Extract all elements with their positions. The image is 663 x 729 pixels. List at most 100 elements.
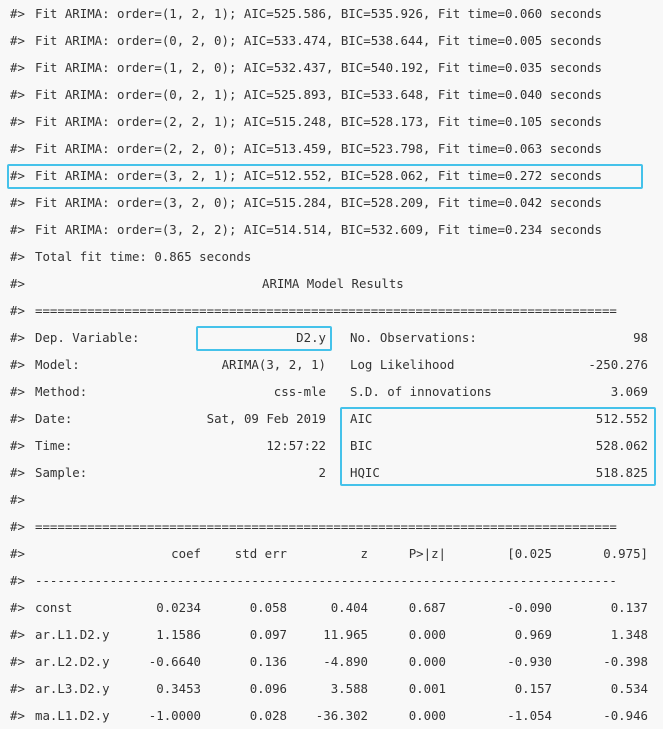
- coef-value: 0.157: [514, 681, 552, 696]
- coef-value: 0.058: [249, 600, 287, 615]
- line-prefix: #>: [10, 330, 25, 345]
- line-prefix: #>: [10, 249, 25, 264]
- coef-value: 0.000: [408, 708, 446, 723]
- coef-value: 0.136: [249, 654, 287, 669]
- line-prefix: #>: [10, 600, 25, 615]
- line-prefix: #>: [10, 546, 25, 561]
- fit-line-text: Fit ARIMA: order=(1, 2, 1); AIC=525.586,…: [35, 6, 602, 21]
- line-prefix: #>: [10, 654, 25, 669]
- line-prefix: #>: [10, 6, 25, 21]
- coef-value: 3.588: [330, 681, 368, 696]
- summary-label: Method:: [35, 384, 88, 399]
- double-rule-text: ========================================…: [35, 519, 617, 534]
- summary-value: Sat, 09 Feb 2019: [206, 411, 326, 426]
- coef-header: [0.025: [507, 546, 552, 561]
- coef-value: -0.946: [603, 708, 648, 723]
- line-prefix: #>: [10, 168, 25, 183]
- fit-line: #> Fit ARIMA: order=(1, 2, 0); AIC=532.43…: [10, 54, 653, 81]
- coef-value: 0.534: [610, 681, 648, 696]
- summary-label-2: AIC: [350, 411, 373, 426]
- coef-value: -4.890: [323, 654, 368, 669]
- fit-line: #> Fit ARIMA: order=(3, 2, 1); AIC=512.55…: [10, 162, 653, 189]
- fit-line-text: Fit ARIMA: order=(2, 2, 0); AIC=513.459,…: [35, 141, 602, 156]
- line-prefix: #>: [10, 87, 25, 102]
- coef-row: #> ma.L1.D2.y -1.0000 0.028 -36.302 0.000 -1.0…: [10, 702, 653, 729]
- summary-row: #> Time: 12:57:22 BIC 528.062: [10, 432, 653, 459]
- summary-value-2: 98: [633, 330, 648, 345]
- summary-value: ARIMA(3, 2, 1): [221, 357, 326, 372]
- coef-header: z: [360, 546, 368, 561]
- fit-line-text: Fit ARIMA: order=(2, 2, 1); AIC=515.248,…: [35, 114, 602, 129]
- fit-line-text: Fit ARIMA: order=(0, 2, 1); AIC=525.893,…: [35, 87, 602, 102]
- line-prefix: #>: [10, 141, 25, 156]
- coef-value: -0.930: [507, 654, 552, 669]
- fit-line: #> Fit ARIMA: order=(3, 2, 2); AIC=514.51…: [10, 216, 653, 243]
- line-prefix: #>: [10, 114, 25, 129]
- fit-line-text: Fit ARIMA: order=(3, 2, 1); AIC=512.552,…: [35, 168, 602, 183]
- summary-label-2: S.D. of innovations: [350, 384, 492, 399]
- coef-name: ar.L1.D2.y: [35, 627, 110, 642]
- coef-header: P>|z|: [408, 546, 446, 561]
- double-rule-text: ========================================…: [35, 303, 617, 318]
- coef-value: -1.054: [507, 708, 552, 723]
- coef-name: ma.L1.D2.y: [35, 708, 110, 723]
- coef-name: const: [35, 600, 73, 615]
- coef-value: 0.137: [610, 600, 648, 615]
- results-title-line: #> ARIMA Model Results: [10, 270, 653, 297]
- summary-label: Dep. Variable:: [35, 330, 140, 345]
- coef-value: 11.965: [323, 627, 368, 642]
- coef-value: 0.404: [330, 600, 368, 615]
- total-fit-time: #> Total fit time: 0.865 seconds: [10, 243, 653, 270]
- summary-value-2: 518.825: [595, 465, 648, 480]
- coef-row: #> const 0.0234 0.058 0.404 0.687 -0.090 0.137: [10, 594, 653, 621]
- coef-row: #> ar.L2.D2.y -0.6640 0.136 -4.890 0.000 -0.93…: [10, 648, 653, 675]
- coef-row: #> ar.L1.D2.y 1.1586 0.097 11.965 0.000 0.969 1…: [10, 621, 653, 648]
- coef-header: 0.975]: [603, 546, 648, 561]
- coef-value: 0.969: [514, 627, 552, 642]
- coef-value: 0.000: [408, 654, 446, 669]
- coef-name: ar.L2.D2.y: [35, 654, 110, 669]
- line-prefix: #>: [10, 384, 25, 399]
- line-prefix: #>: [10, 33, 25, 48]
- double-rule: #> ======================================…: [10, 297, 653, 324]
- summary-value-2: 512.552: [595, 411, 648, 426]
- line-prefix: #>: [10, 357, 25, 372]
- total-fit-time-text: Total fit time: 0.865 seconds: [35, 249, 252, 264]
- coef-value: 0.000: [408, 627, 446, 642]
- fit-line: #> Fit ARIMA: order=(0, 2, 0); AIC=533.47…: [10, 27, 653, 54]
- line-prefix: #>: [10, 438, 25, 453]
- coef-value: 1.1586: [156, 627, 201, 642]
- double-rule: #> ======================================…: [10, 513, 653, 540]
- summary-row: #> Dep. Variable: D2.y No. Observations: 98: [10, 324, 653, 351]
- coef-value: 0.096: [249, 681, 287, 696]
- summary-row: #> Method: css-mle S.D. of innovations 3.069: [10, 378, 653, 405]
- summary-label-2: Log Likelihood: [350, 357, 455, 372]
- summary-label: Sample:: [35, 465, 88, 480]
- line-prefix: #>: [10, 519, 25, 534]
- fit-line: #> Fit ARIMA: order=(2, 2, 1); AIC=515.24…: [10, 108, 653, 135]
- summary-value-2: 3.069: [610, 384, 648, 399]
- summary-value: 2: [318, 465, 326, 480]
- coef-header: coef: [171, 546, 201, 561]
- line-prefix: #>: [10, 681, 25, 696]
- summary-label-2: HQIC: [350, 465, 380, 480]
- coef-value: 0.687: [408, 600, 446, 615]
- summary-label: Date:: [35, 411, 73, 426]
- coef-value: -36.302: [315, 708, 368, 723]
- single-rule: #> --------------------------------------…: [10, 567, 653, 594]
- summary-value: 12:57:22: [266, 438, 326, 453]
- coef-value: -0.398: [603, 654, 648, 669]
- fit-line: #> Fit ARIMA: order=(3, 2, 0); AIC=515.28…: [10, 189, 653, 216]
- coef-value: 0.097: [249, 627, 287, 642]
- line-prefix: #>: [10, 708, 25, 723]
- fit-line: #> Fit ARIMA: order=(0, 2, 1); AIC=525.89…: [10, 81, 653, 108]
- fit-line-text: Fit ARIMA: order=(3, 2, 2); AIC=514.514,…: [35, 222, 602, 237]
- coef-value: 0.3453: [156, 681, 201, 696]
- line-prefix: #>: [10, 195, 25, 210]
- blank-line: #>: [10, 486, 653, 513]
- summary-label: Model:: [35, 357, 80, 372]
- line-prefix: #>: [10, 465, 25, 480]
- line-prefix: #>: [10, 276, 25, 291]
- coef-header: std err: [234, 546, 287, 561]
